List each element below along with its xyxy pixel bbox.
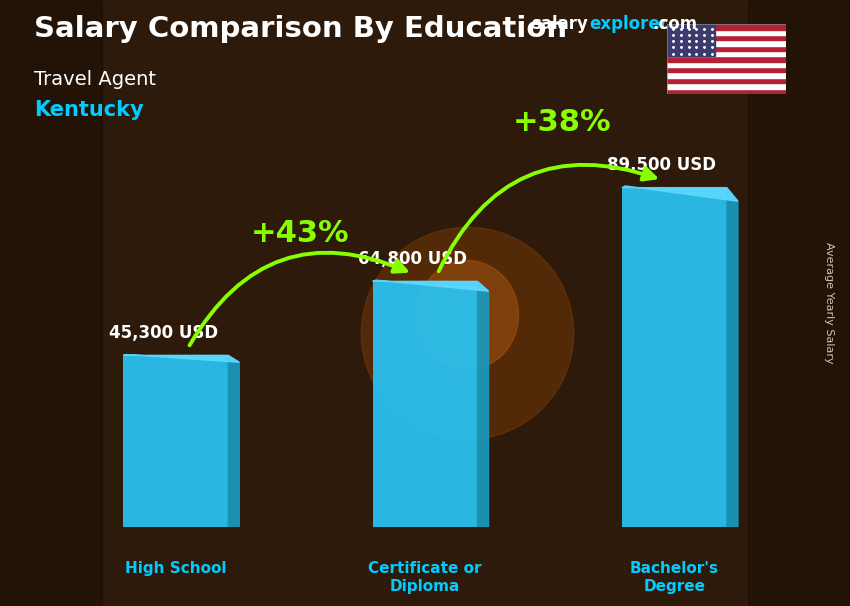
Text: salary: salary xyxy=(531,15,588,33)
FancyBboxPatch shape xyxy=(372,281,478,527)
Polygon shape xyxy=(228,355,239,527)
Ellipse shape xyxy=(361,227,574,439)
Text: 45,300 USD: 45,300 USD xyxy=(109,324,218,342)
Bar xyxy=(667,73,786,78)
FancyBboxPatch shape xyxy=(123,355,228,527)
Text: +43%: +43% xyxy=(251,219,349,248)
Text: explorer: explorer xyxy=(589,15,668,33)
Bar xyxy=(667,88,786,94)
Ellipse shape xyxy=(416,261,518,370)
Polygon shape xyxy=(727,188,738,527)
Bar xyxy=(667,24,786,30)
Polygon shape xyxy=(622,186,738,201)
Bar xyxy=(667,35,786,41)
Text: .com: .com xyxy=(652,15,697,33)
Text: +38%: +38% xyxy=(513,107,611,136)
Text: Kentucky: Kentucky xyxy=(34,100,144,120)
Bar xyxy=(667,62,786,67)
Bar xyxy=(667,30,786,35)
Bar xyxy=(667,83,786,88)
Bar xyxy=(667,56,786,62)
Text: Certificate or
Diploma: Certificate or Diploma xyxy=(368,561,482,594)
Text: 64,800 USD: 64,800 USD xyxy=(358,250,467,268)
Text: Travel Agent: Travel Agent xyxy=(34,70,156,88)
Polygon shape xyxy=(478,281,489,527)
Bar xyxy=(667,78,786,83)
Polygon shape xyxy=(372,280,489,291)
Bar xyxy=(667,24,715,56)
Text: High School: High School xyxy=(125,561,226,576)
Text: Bachelor's
Degree: Bachelor's Degree xyxy=(630,561,719,594)
Bar xyxy=(0,0,102,606)
Bar xyxy=(667,45,786,51)
Polygon shape xyxy=(123,355,239,362)
Bar xyxy=(667,67,786,73)
Text: Salary Comparison By Education: Salary Comparison By Education xyxy=(34,15,567,43)
Bar xyxy=(667,51,786,56)
FancyBboxPatch shape xyxy=(622,188,727,527)
Bar xyxy=(667,41,786,45)
Bar xyxy=(748,0,850,606)
Text: Average Yearly Salary: Average Yearly Salary xyxy=(824,242,834,364)
Text: 89,500 USD: 89,500 USD xyxy=(608,156,717,175)
